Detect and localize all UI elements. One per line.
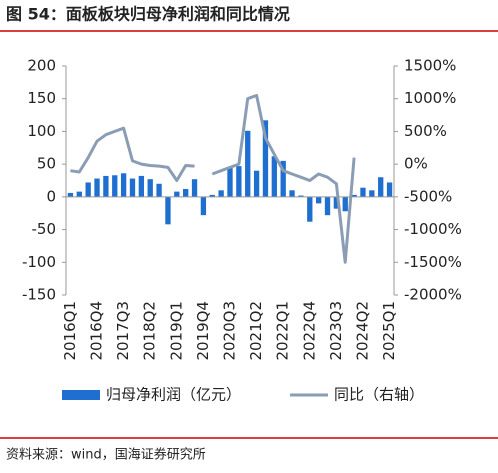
x-tick-label: 2022Q4 [300,301,318,361]
bar [333,196,340,209]
bar [236,166,242,197]
x-tick-label: 2016Q4 [88,301,106,361]
x-tick-label: 2021Q2 [247,301,265,361]
x-tick-label: 2019Q1 [167,301,185,361]
y-tick-label: 150 [27,89,56,107]
line [70,93,356,264]
bar [156,183,162,197]
bar [120,173,127,197]
bar [138,175,145,197]
bar [200,196,207,216]
y2-tick-label: 0% [404,155,428,173]
bar [227,168,233,197]
bar [280,160,286,197]
bar [369,190,375,197]
x-tick-label: 2022Q1 [274,301,292,361]
y-tick-label: -50 [32,220,57,238]
y-tick-label: 0 [46,187,56,205]
legend-label: 同比（右轴） [334,386,424,404]
x-tick-label: 2018Q2 [141,301,159,361]
bar [378,177,384,197]
bar [298,195,304,197]
bar [386,182,393,197]
bar [67,192,74,197]
source: 资料来源：wind，国海证券研究所 [6,447,206,463]
y-tick-label: -100 [22,253,56,271]
bar [271,156,277,197]
x-tick-label: 2025Q1 [380,301,398,361]
x-tick-label: 2024Q2 [353,301,371,361]
bar [94,178,100,197]
bar [129,178,136,197]
bar [191,179,198,197]
legend-swatch [62,390,100,400]
y-tick-label: 100 [27,122,56,140]
bar [183,189,189,197]
bar [76,191,82,197]
bar [85,182,91,197]
legend-label: 归母净利润（亿元） [106,386,241,404]
bar [262,120,269,197]
bar [174,191,180,197]
bar [360,187,366,197]
bar [289,190,295,197]
chart-title: 图 54：面板板块归母净利润和同比情况 [6,5,290,24]
bar [103,175,109,197]
bar [315,196,322,204]
x-tick-label: 2016Q1 [61,301,79,361]
bar [112,175,118,197]
bar [253,170,260,197]
y2-tick-label: -1500% [404,253,462,271]
y2-tick-label: -500% [404,187,452,205]
y2-tick-label: -2000% [404,286,462,304]
bar [307,196,313,222]
bar [147,179,153,197]
y-tick-label: -150 [22,286,56,304]
y-tick-label: 50 [37,155,56,173]
bar [351,194,357,197]
bar [209,194,215,197]
y2-tick-label: -1000% [404,220,462,238]
bar [324,196,331,216]
x-tick-label: 2020Q3 [221,301,239,361]
bar [165,196,171,225]
x-tick-label: 2017Q3 [114,301,132,361]
x-tick-label: 2019Q4 [194,301,212,361]
y2-tick-label: 1500% [404,57,456,75]
x-tick-label: 2023Q3 [327,301,345,361]
bar [218,190,224,197]
bar [245,130,251,197]
y2-tick-label: 500% [404,122,447,140]
y2-tick-label: 1000% [404,89,456,107]
y-tick-label: 200 [27,57,56,75]
bar [342,196,348,212]
